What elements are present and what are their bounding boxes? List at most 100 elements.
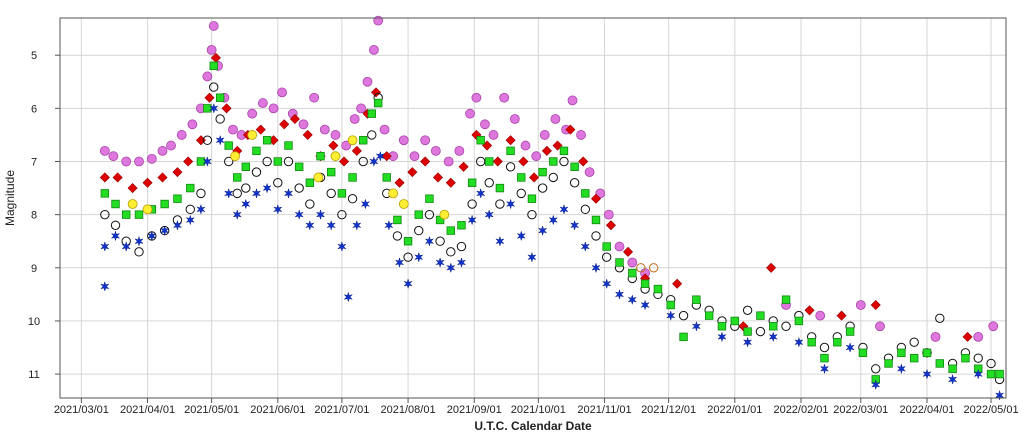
data-point-diamond	[505, 135, 516, 146]
y-tick-label: 11	[28, 369, 39, 381]
data-point-star	[251, 187, 262, 199]
data-point-open-circle	[232, 188, 242, 199]
data-point-square	[717, 322, 727, 331]
data-point-open-circle	[678, 310, 689, 321]
data-point-circle	[319, 124, 330, 135]
data-point-diamond	[99, 172, 110, 183]
x-tick-label: 2021/12/01	[641, 404, 696, 416]
data-point-open-circle	[548, 172, 558, 183]
x-axis: 2021/03/01 2021/04/01 2021/05/01 2021/06/01…	[54, 398, 1019, 416]
plot-frame	[59, 17, 1007, 399]
data-point-diamond	[338, 156, 350, 167]
data-point-circle	[268, 103, 279, 114]
data-point-star	[475, 187, 486, 199]
x-axis-title: U.T.C. Calendar Date	[474, 419, 592, 433]
data-point-star	[922, 368, 932, 380]
data-point-diamond	[458, 161, 469, 172]
x-tick-label: 2021/06/01	[250, 404, 305, 416]
data-point-circle	[430, 145, 441, 156]
data-point-square	[196, 157, 206, 166]
data-point-star	[185, 214, 195, 226]
data-point-circle	[146, 153, 157, 164]
data-point-diamond	[518, 156, 529, 167]
x-tick-label: 2021/08/01	[381, 404, 436, 416]
data-point-diamond	[445, 177, 456, 188]
x-tick-label: 2021/11/01	[577, 404, 631, 416]
data-point-open-circle	[871, 364, 881, 374]
y-axis-title: Magnitude	[3, 170, 17, 226]
data-point-square	[666, 300, 675, 310]
data-point-diamond	[492, 156, 503, 167]
data-point-star	[516, 230, 526, 242]
data-point-square	[476, 136, 485, 145]
data-point-circle	[388, 188, 399, 199]
data-point-star	[223, 187, 234, 199]
data-point-square	[111, 199, 120, 209]
data-point-star	[215, 134, 225, 146]
data-point-open-circle	[223, 156, 234, 167]
data-point-star	[209, 102, 219, 114]
data-point-star	[896, 363, 907, 375]
data-point-circle	[520, 140, 531, 151]
data-point-diamond	[112, 172, 123, 183]
data-point-star	[973, 368, 983, 380]
data-point-square	[262, 136, 272, 145]
data-point-circle	[509, 114, 520, 124]
data-point-square	[653, 284, 663, 294]
data-point-circle	[603, 209, 614, 220]
data-point-star	[640, 299, 650, 311]
data-point-circle	[584, 167, 595, 178]
x-tick-label: 2021/05/01	[184, 404, 239, 416]
data-point-open-circle	[527, 209, 537, 220]
data-point-diamond	[672, 278, 683, 289]
data-point-open-circle	[134, 247, 144, 257]
y-tick-label: 5	[31, 50, 37, 62]
data-point-circle	[499, 92, 510, 103]
data-point-circle	[627, 257, 638, 268]
data-point-circle	[166, 140, 176, 151]
data-point-square	[294, 162, 304, 172]
data-point-diamond	[302, 129, 313, 140]
data-point-star	[446, 262, 456, 274]
data-point-square	[743, 327, 752, 336]
data-point-square	[414, 210, 423, 219]
data-point-star	[202, 156, 213, 167]
data-point-square	[425, 194, 434, 203]
data-point-diamond	[578, 156, 589, 167]
data-point-circle	[157, 145, 168, 156]
data-point-square	[692, 295, 701, 304]
data-point-star	[871, 379, 881, 391]
data-point-star	[134, 235, 144, 247]
data-point-square	[403, 237, 413, 246]
data-point-circle	[576, 130, 586, 140]
data-point-star	[343, 291, 354, 303]
data-point-square	[538, 167, 547, 177]
data-point-square	[995, 369, 1004, 379]
data-point-open-circle	[185, 204, 195, 215]
data-point-open-circle	[580, 204, 591, 215]
data-point-open-circle	[456, 241, 467, 252]
data-point-square	[517, 173, 526, 182]
data-point-star	[315, 209, 326, 221]
data-point-square	[305, 178, 315, 187]
data-point-circle	[595, 188, 606, 199]
data-point-square	[884, 359, 893, 368]
data-point-open-circle	[636, 263, 646, 273]
data-point-star	[337, 241, 347, 252]
data-point-star	[569, 219, 580, 231]
data-point-diamond	[289, 113, 300, 125]
data-point-circle	[443, 156, 454, 167]
data-point-square	[337, 189, 347, 198]
data-point-open-circle	[305, 199, 315, 209]
data-point-open-circle	[358, 156, 368, 167]
data-point-star	[580, 241, 591, 252]
data-point-star	[947, 373, 958, 385]
x-tick-label: 2022/04/01	[899, 404, 954, 416]
data-point-square	[203, 104, 212, 113]
data-point-star	[159, 225, 170, 237]
data-point-diamond	[432, 172, 443, 183]
data-point-star	[172, 219, 183, 231]
data-point-square	[961, 353, 970, 363]
data-point-star	[352, 219, 362, 231]
